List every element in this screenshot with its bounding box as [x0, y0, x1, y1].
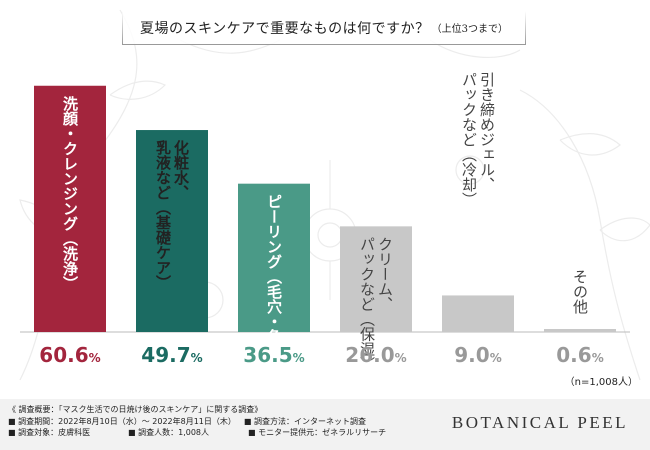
- category-label-6: その他: [571, 269, 589, 315]
- value-label-4: 26.0%: [345, 343, 406, 367]
- bar-3: [238, 183, 310, 332]
- chart-subtitle: （上位3つまで）: [431, 24, 508, 35]
- chart-title: 夏場のスキンケアで重要なものは何ですか？: [140, 20, 430, 37]
- bar-5: [442, 295, 514, 332]
- survey-overview: 《 調査概要：「マスク生活での日焼け後のスキンケア」に関する調査》 ■ 調査期間…: [8, 404, 386, 439]
- value-label-2: 49.7%: [141, 343, 202, 367]
- category-label-4: クリーム、パックなど（保湿）: [358, 236, 394, 371]
- survey-overview-title: 《 調査概要：「マスク生活での日焼け後のスキンケア」に関する調査》: [8, 405, 263, 414]
- survey-period: ■ 調査期間：2022年8月10日（水）～ 2022年8月11日（木）: [8, 416, 236, 426]
- bar-6: [544, 329, 616, 332]
- brand-logo-text: BOTANICAL PEEL: [451, 413, 628, 432]
- bar-2: [136, 130, 208, 332]
- value-label-5: 9.0%: [454, 343, 501, 367]
- value-label-6: 0.6%: [556, 343, 603, 367]
- category-label-5: 引き締めジェル、パックなど（冷却）: [460, 72, 496, 207]
- survey-method: ■ 調査方法：インターネット調査: [243, 416, 367, 426]
- sample-size-note: （n=1,008人）: [564, 377, 638, 388]
- bar-4: [340, 226, 412, 332]
- category-label-3: ピーリング（毛穴・角質ケア）: [265, 194, 283, 404]
- survey-target: ■ 調査対象：皮膚科医: [8, 428, 91, 437]
- survey-provider: ■ モニター提供元：ゼネラルリサーチ: [248, 428, 387, 437]
- category-label-1: 洗顔・クレンジング（洗浄）: [61, 95, 79, 291]
- footer-panel: [0, 399, 650, 450]
- value-label-1: 60.6%: [39, 343, 100, 367]
- category-label-2: 化粧水、乳液など（基礎ケア）: [154, 139, 190, 290]
- survey-count: ■ 調査人数：1,008人: [128, 428, 210, 437]
- chart-title-box: 夏場のスキンケアで重要なものは何ですか？ （上位3つまで）: [122, 11, 526, 45]
- bar-1: [34, 85, 106, 332]
- value-label-3: 36.5%: [243, 343, 304, 367]
